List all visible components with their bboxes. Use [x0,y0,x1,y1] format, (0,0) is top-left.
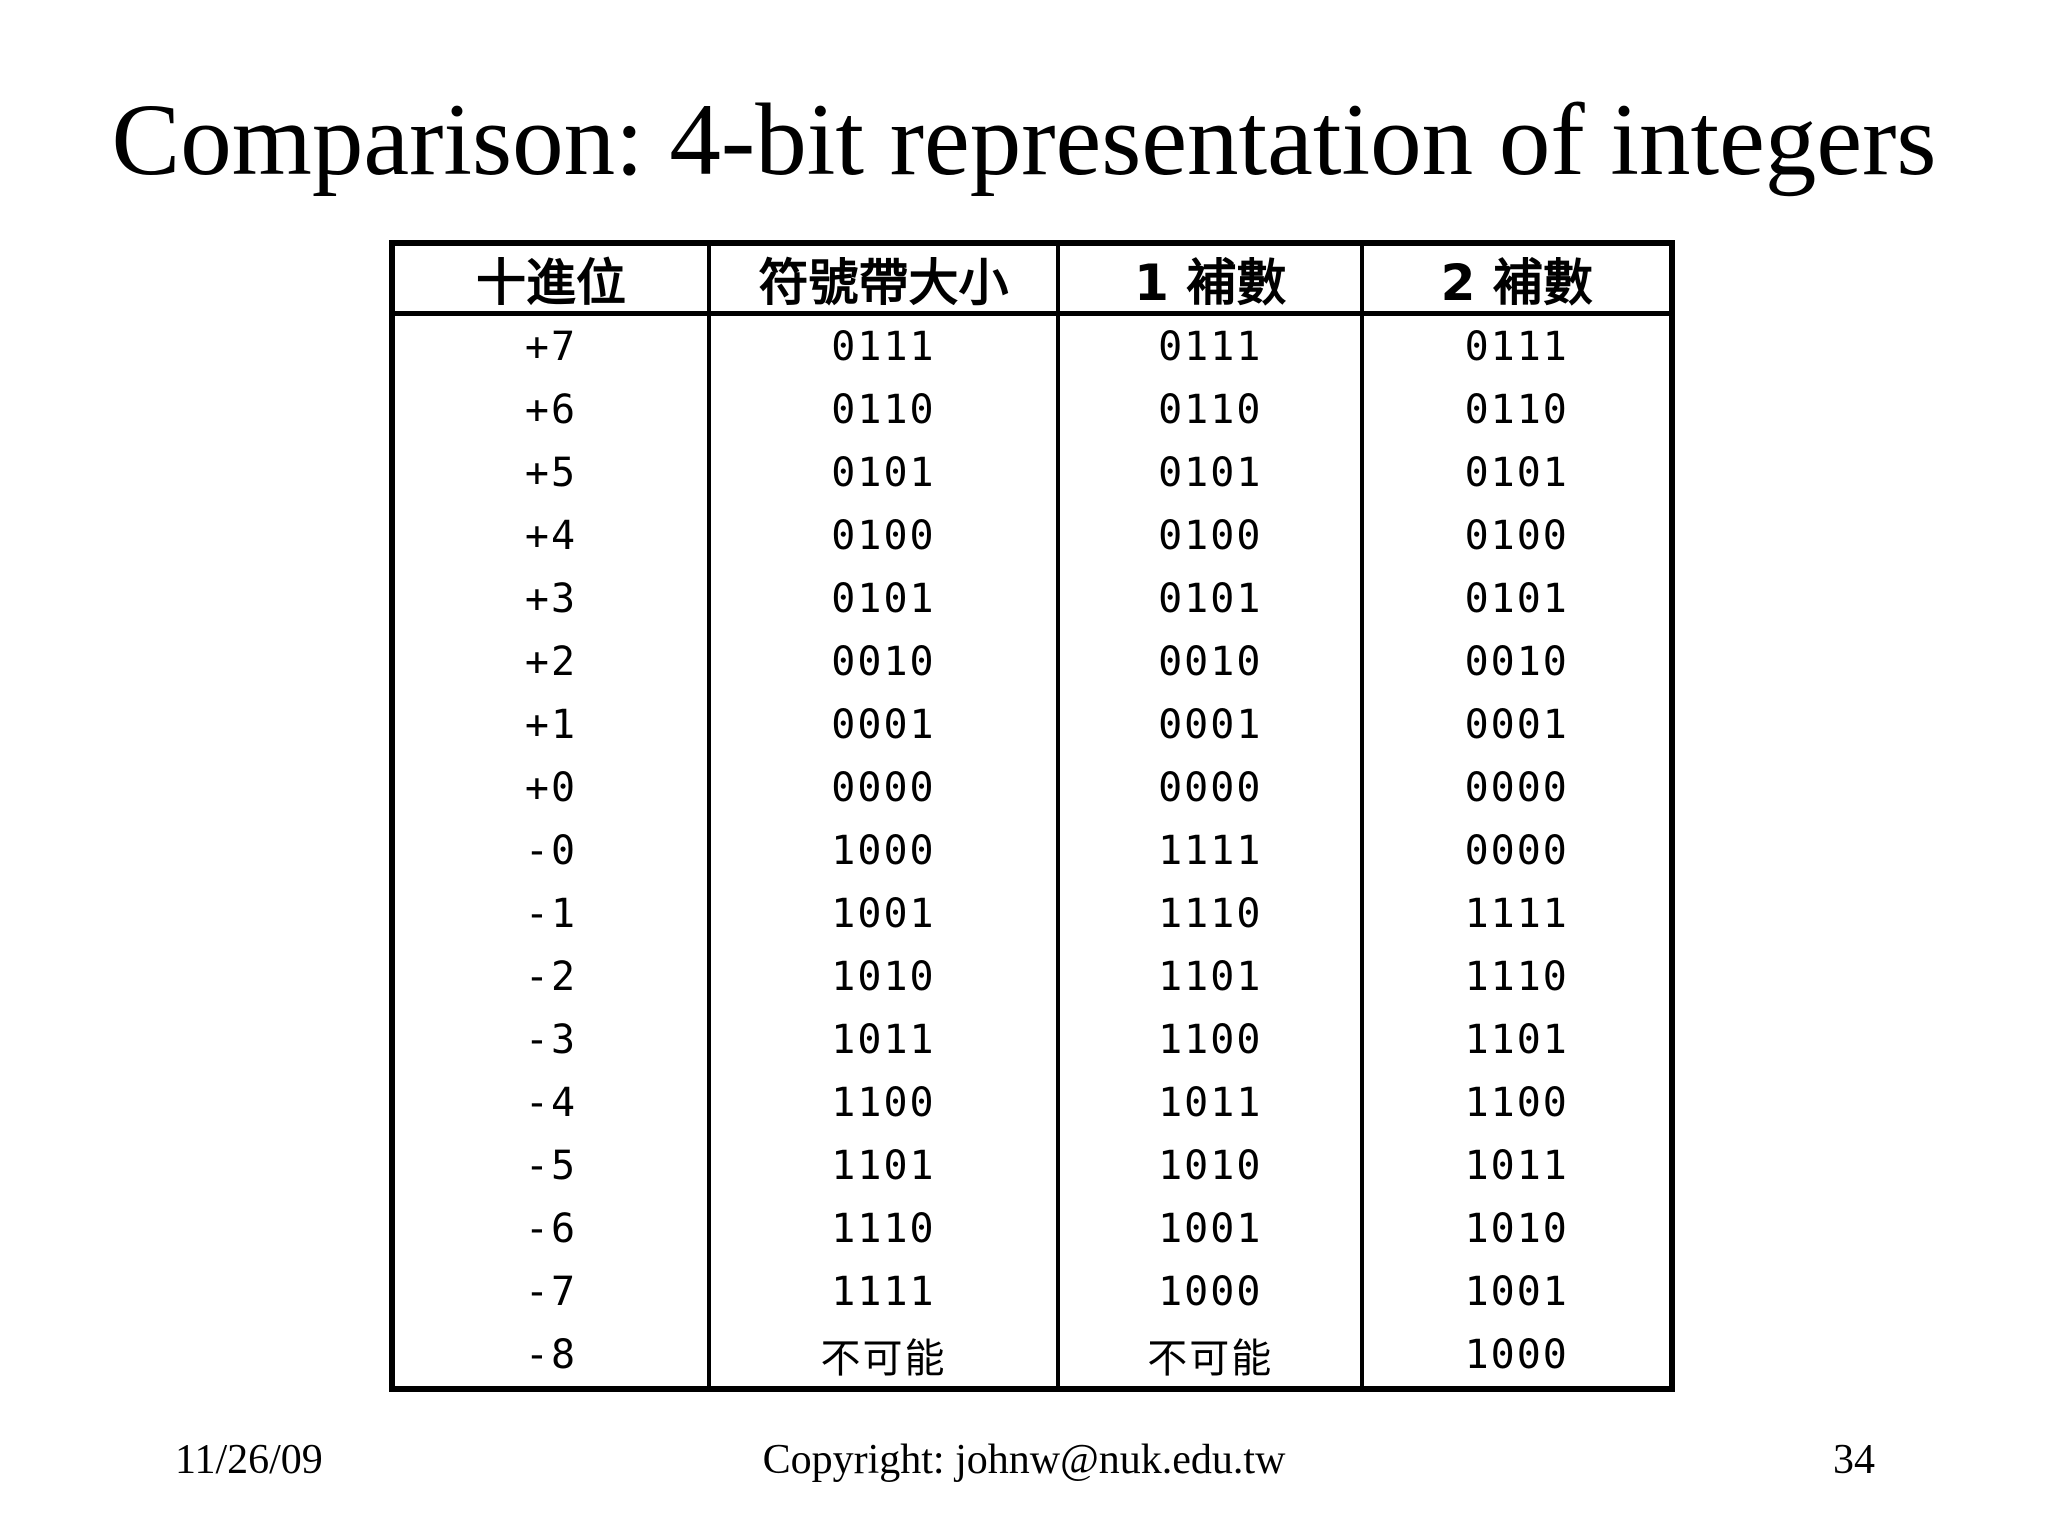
table-cell: 不可能 [711,1323,1060,1386]
table-cell: +7 [395,316,711,379]
table-header-decimal: 十進位 [395,246,711,316]
table-cell: 0000 [1060,756,1365,820]
table-header-sign-magnitude: 符號帶大小 [710,246,1060,316]
table-cell: 1000 [1060,1260,1365,1324]
table-cell: 1001 [1060,1197,1365,1261]
table-cell: 1110 [1060,882,1365,946]
table-cell: 0000 [1464,765,1569,812]
table-cell: 1000 [1464,1331,1569,1378]
table-cell: -2 [395,945,711,1009]
table-header-ones-complement: 1 補數 [1060,246,1365,316]
table-cell: 0100 [1060,504,1365,568]
footer-page-number: 34 [1833,1437,1875,1483]
table-cell: 1100 [1464,1079,1569,1126]
table-cell: 1110 [711,1197,1060,1261]
table-cell: 0101 [1060,441,1365,505]
table-cell: 0100 [1464,513,1569,560]
table-cell: 1010 [711,945,1060,1009]
table-cell: 1010 [1060,1134,1365,1198]
table-cell: 0111 [711,316,1060,379]
table-cell: 1010 [1464,1205,1569,1252]
table-cell: 不可能 [1060,1323,1365,1386]
comparison-table: 十進位 符號帶大小 1 補數 2 補數 +7 0111 0111 0111 +6 0110… [389,240,1675,1392]
table-cell: +6 [395,378,711,442]
table-cell: 0101 [711,441,1060,505]
slide-title: Comparison: 4-bit representation of inte… [111,83,1937,197]
table-cell: 0010 [1464,639,1569,686]
table-cell: -1 [395,882,711,946]
table-cell: 0000 [711,756,1060,820]
table-cell: 0001 [1060,693,1365,757]
table-cell: 0101 [1464,450,1569,497]
table-cell: 1100 [1060,1008,1365,1072]
footer-copyright: Copyright: johnw@nuk.edu.tw [762,1437,1286,1483]
table-cell: 0111 [1464,324,1569,371]
table-cell: -0 [395,819,711,883]
table-cell: 1011 [711,1008,1060,1072]
table-cell: 1111 [1060,819,1365,883]
table-cell: -6 [395,1197,711,1261]
table-cell: 1011 [1060,1071,1365,1135]
table-cell: -5 [395,1134,711,1198]
table-cell: +1 [395,693,711,757]
table-cell: +3 [395,567,711,631]
table-cell: 0110 [711,378,1060,442]
table-cell: -4 [395,1071,711,1135]
table-cell: -8 [395,1323,711,1386]
table-cell: 0100 [711,504,1060,568]
table-cell: 1100 [711,1071,1060,1135]
table-cell: 1001 [711,882,1060,946]
table-cell: 1111 [711,1260,1060,1324]
table-cell: +4 [395,504,711,568]
table-cell: 0101 [1464,576,1569,623]
table-cell: 1110 [1464,953,1569,1000]
table-cell: 0101 [711,567,1060,631]
table-cell: 1011 [1464,1142,1569,1189]
table-cell: 0110 [1464,387,1569,434]
table-cell: -7 [395,1260,711,1324]
table-cell: 0001 [1464,702,1569,749]
table-cell: +0 [395,756,711,820]
table-cell: 0010 [1060,630,1365,694]
table-cell: +2 [395,630,711,694]
table-cell: +5 [395,441,711,505]
table-cell: -3 [395,1008,711,1072]
table-cell: 0010 [711,630,1060,694]
table-cell: 1111 [1464,890,1569,937]
table-cell: 0111 [1060,316,1365,379]
table-cell: 1101 [1060,945,1365,1009]
table-cell: 1101 [711,1134,1060,1198]
table-header-twos-complement: 2 補數 [1364,246,1669,316]
table-cell: 1000 [711,819,1060,883]
table-cell: 0000 [1464,827,1569,874]
table-cell: 0001 [711,693,1060,757]
table-cell: 0101 [1060,567,1365,631]
table-cell: 1101 [1464,1016,1569,1063]
footer-date: 11/26/09 [175,1437,323,1483]
table-cell: 1001 [1464,1268,1569,1315]
table-cell: 0110 [1060,378,1365,442]
